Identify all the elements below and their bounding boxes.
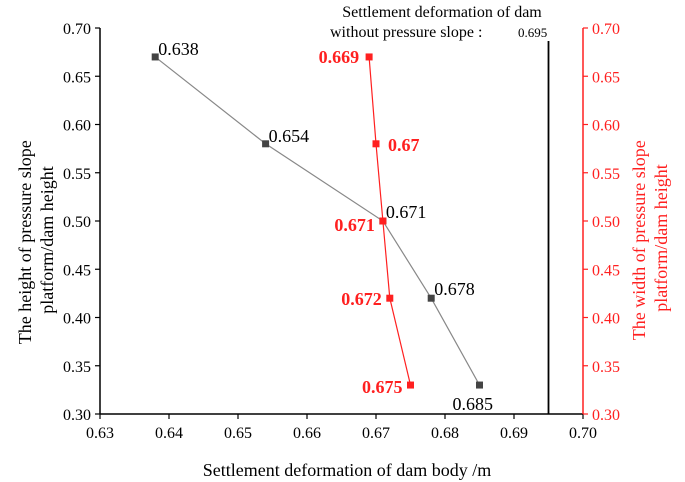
x-tick-label: 0.65 <box>224 425 252 442</box>
left-y-tick-label: 0.60 <box>63 118 91 135</box>
series-1-data-label: 0.671 <box>386 202 427 222</box>
x-tick-label: 0.63 <box>86 425 114 442</box>
series-1-marker <box>151 53 159 61</box>
left-y-tick-label: 0.55 <box>63 166 91 183</box>
series-2-data-label: 0.671 <box>334 215 375 235</box>
right-y-tick-label: 0.70 <box>592 21 620 38</box>
right-y-axis-title-line1: The width of pressure slope <box>629 140 649 340</box>
reference-line-group: Settlement deformation of dam without pre… <box>330 4 550 414</box>
reference-label-line2: without pressure slope : <box>330 24 486 41</box>
series-2-marker <box>379 217 387 225</box>
left-y-tick-label: 0.65 <box>63 69 91 86</box>
left-y-tick-label: 0.35 <box>63 359 91 376</box>
series-2-marker <box>365 53 373 61</box>
series-2-data-label: 0.672 <box>341 289 382 309</box>
left-y-tick-label: 0.70 <box>63 21 91 38</box>
x-tick-label: 0.66 <box>293 425 321 442</box>
series-2-marker <box>386 294 394 302</box>
series-1-marker <box>262 140 270 148</box>
x-tick-label: 0.70 <box>569 425 597 442</box>
series-1-data-label: 0.678 <box>434 279 475 299</box>
series-1-data-label: 0.638 <box>158 39 199 59</box>
series-2-data-label: 0.675 <box>362 377 403 397</box>
right-y-axis-title: The width of pressure slope platform/dam… <box>629 136 671 340</box>
series-1-line <box>154 56 481 386</box>
x-tick-label: 0.68 <box>431 425 459 442</box>
x-axis-title: Settlement deformation of dam body /m <box>203 460 491 480</box>
right-y-tick-label: 0.40 <box>592 311 620 328</box>
series-1-marker <box>427 294 435 302</box>
series-1-marker <box>476 381 483 389</box>
series-1-data-label: 0.654 <box>269 126 310 146</box>
right-y-tick-label: 0.45 <box>592 262 620 279</box>
right-y-tick-label: 0.60 <box>592 118 620 135</box>
x-tick-label: 0.64 <box>155 425 183 442</box>
left-y-tick-label: 0.45 <box>63 262 91 279</box>
left-y-tick-label: 0.40 <box>63 311 91 328</box>
left-y-axis-title-line2: platform/dam height <box>37 166 57 313</box>
reference-label-line1: Settlement deformation of dam <box>342 4 542 21</box>
x-tick-label: 0.67 <box>362 425 390 442</box>
series-2-marker <box>407 381 414 389</box>
right-y-tick-label: 0.35 <box>592 359 620 376</box>
right-y-tick-label: 0.65 <box>592 69 620 86</box>
x-tick-label: 0.69 <box>500 425 528 442</box>
series-group: 0.638 0.654 0.671 0.678 0.685 0.669 0.67 0.671 0… <box>151 39 494 414</box>
ticks: 0.63 0.64 0.65 0.66 0.67 0.68 0.69 0.700.300.35… <box>63 21 620 442</box>
left-y-tick-label: 0.50 <box>63 214 91 231</box>
right-y-tick-label: 0.55 <box>592 166 620 183</box>
right-y-tick-label: 0.30 <box>592 407 620 424</box>
series-2-data-label: 0.67 <box>388 135 420 155</box>
left-y-axis-title: The height of pressure slope platform/da… <box>15 136 57 344</box>
right-y-axis-title-line2: platform/dam height <box>651 164 671 311</box>
series-2-data-label: 0.669 <box>319 47 360 67</box>
series-1-data-label: 0.685 <box>453 394 494 414</box>
left-y-axis-title-line1: The height of pressure slope <box>15 140 35 344</box>
left-y-tick-label: 0.30 <box>63 407 91 424</box>
right-y-tick-label: 0.50 <box>592 214 620 231</box>
series-2-marker <box>372 140 380 148</box>
reference-label-value: 0.695 <box>518 25 547 40</box>
